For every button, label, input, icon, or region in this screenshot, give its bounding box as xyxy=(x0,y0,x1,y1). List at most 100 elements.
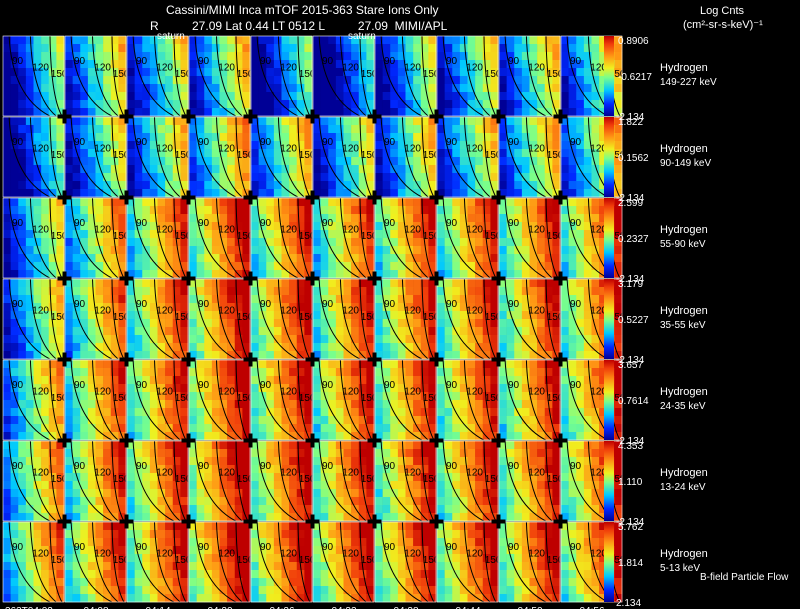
heatmap-cell xyxy=(48,262,57,271)
heatmap-cell xyxy=(149,44,158,53)
heatmap-cell xyxy=(537,100,546,109)
contour-label: 120 xyxy=(94,224,111,235)
heatmap-cell xyxy=(211,287,220,296)
heatmap-cell xyxy=(172,376,181,385)
heatmap-cell xyxy=(576,92,585,101)
heatmap-cell xyxy=(583,214,592,223)
heatmap-cell xyxy=(366,473,375,482)
heatmap-cell xyxy=(134,295,143,304)
heatmap-cell xyxy=(413,270,422,279)
heatmap-cell xyxy=(296,230,305,239)
heatmap-cell xyxy=(87,335,96,344)
heatmap-cell xyxy=(172,335,181,344)
heatmap-cell xyxy=(529,222,538,231)
heatmap-cell xyxy=(366,92,375,101)
heatmap-cell xyxy=(335,52,344,61)
heatmap-cell xyxy=(273,262,282,271)
heatmap-cell xyxy=(103,108,112,117)
heatmap-cell xyxy=(459,238,468,247)
heatmap-cell xyxy=(561,206,569,215)
heatmap-cell xyxy=(296,287,305,296)
heatmap-cell xyxy=(499,384,507,393)
heatmap-cell xyxy=(521,76,530,85)
heatmap-cell xyxy=(172,125,181,134)
heatmap-cell xyxy=(343,189,352,198)
heatmap-cell xyxy=(390,457,399,466)
heatmap-cell xyxy=(3,449,11,458)
heatmap-cell xyxy=(475,68,484,77)
heatmap-cell xyxy=(33,68,42,77)
heatmap-cell xyxy=(80,149,89,158)
heatmap-cell xyxy=(172,416,181,425)
heatmap-cell xyxy=(320,384,329,393)
heatmap-cell xyxy=(149,489,158,498)
heatmap-cell xyxy=(266,335,275,344)
heatmap-cell xyxy=(514,424,523,433)
heatmap-cell xyxy=(165,335,174,344)
heatmap-cell xyxy=(576,108,585,117)
contour-label: 120 xyxy=(466,386,483,397)
heatmap-cell xyxy=(614,92,623,101)
heatmap-cell xyxy=(328,279,337,288)
heatmap-cell xyxy=(242,327,251,336)
contour-line xyxy=(256,35,298,117)
heatmap-cell xyxy=(48,360,57,369)
heatmap-cell xyxy=(591,360,600,369)
heatmap-cell xyxy=(258,141,267,150)
heatmap-cell xyxy=(242,481,251,490)
heatmap-cell xyxy=(544,230,553,239)
heatmap-cell xyxy=(234,149,243,158)
heatmap-cell xyxy=(211,181,220,190)
heatmap-cell xyxy=(204,157,213,166)
panel-border xyxy=(374,35,437,117)
heatmap-cell xyxy=(172,311,181,320)
heatmap-cell xyxy=(165,206,174,215)
heatmap-cell xyxy=(537,424,546,433)
heatmap-cell xyxy=(375,117,383,126)
heatmap-cell xyxy=(196,384,205,393)
heatmap-cell xyxy=(420,457,429,466)
heatmap-cell xyxy=(3,441,11,450)
heatmap-cell xyxy=(343,246,352,255)
heatmap-cell xyxy=(127,181,135,190)
heatmap-cell xyxy=(296,473,305,482)
heatmap-cell xyxy=(18,351,27,360)
heatmap-cell xyxy=(358,384,367,393)
heatmap-cell xyxy=(251,457,259,466)
contour-line xyxy=(92,278,119,360)
heatmap-cell xyxy=(281,457,290,466)
heatmap-cell xyxy=(313,44,321,53)
heatmap-cell xyxy=(273,52,282,61)
heatmap-cell xyxy=(72,400,81,409)
heatmap-cell xyxy=(444,432,453,441)
heatmap-cell xyxy=(490,214,499,223)
heatmap-cell xyxy=(320,173,329,182)
heatmap-cell xyxy=(521,181,530,190)
heatmap-cell xyxy=(25,351,34,360)
heatmap-cell xyxy=(544,206,553,215)
heatmap-cell xyxy=(529,108,538,117)
panel-border xyxy=(374,278,437,360)
heatmap-cell xyxy=(467,400,476,409)
contour-line xyxy=(525,197,553,279)
heatmap-cell xyxy=(390,133,399,142)
heatmap-cell xyxy=(475,343,484,352)
heatmap-cell xyxy=(211,505,220,514)
heatmap-cell xyxy=(56,173,65,182)
heatmap-cell xyxy=(614,181,623,190)
heatmap-cell xyxy=(358,392,367,401)
heatmap-cell xyxy=(552,173,561,182)
heatmap-cell xyxy=(134,60,143,69)
heatmap-cell xyxy=(48,125,57,134)
heatmap-cell xyxy=(375,473,383,482)
heatmap-cell xyxy=(583,408,592,417)
contour-line xyxy=(483,116,497,198)
heatmap-cell xyxy=(127,449,135,458)
heatmap-cell xyxy=(544,376,553,385)
heatmap-cell xyxy=(614,343,623,352)
heatmap-cell xyxy=(313,319,321,328)
heatmap-cell xyxy=(375,295,383,304)
heatmap-cell xyxy=(405,481,414,490)
heatmap-cell xyxy=(320,408,329,417)
heatmap-cell xyxy=(281,351,290,360)
